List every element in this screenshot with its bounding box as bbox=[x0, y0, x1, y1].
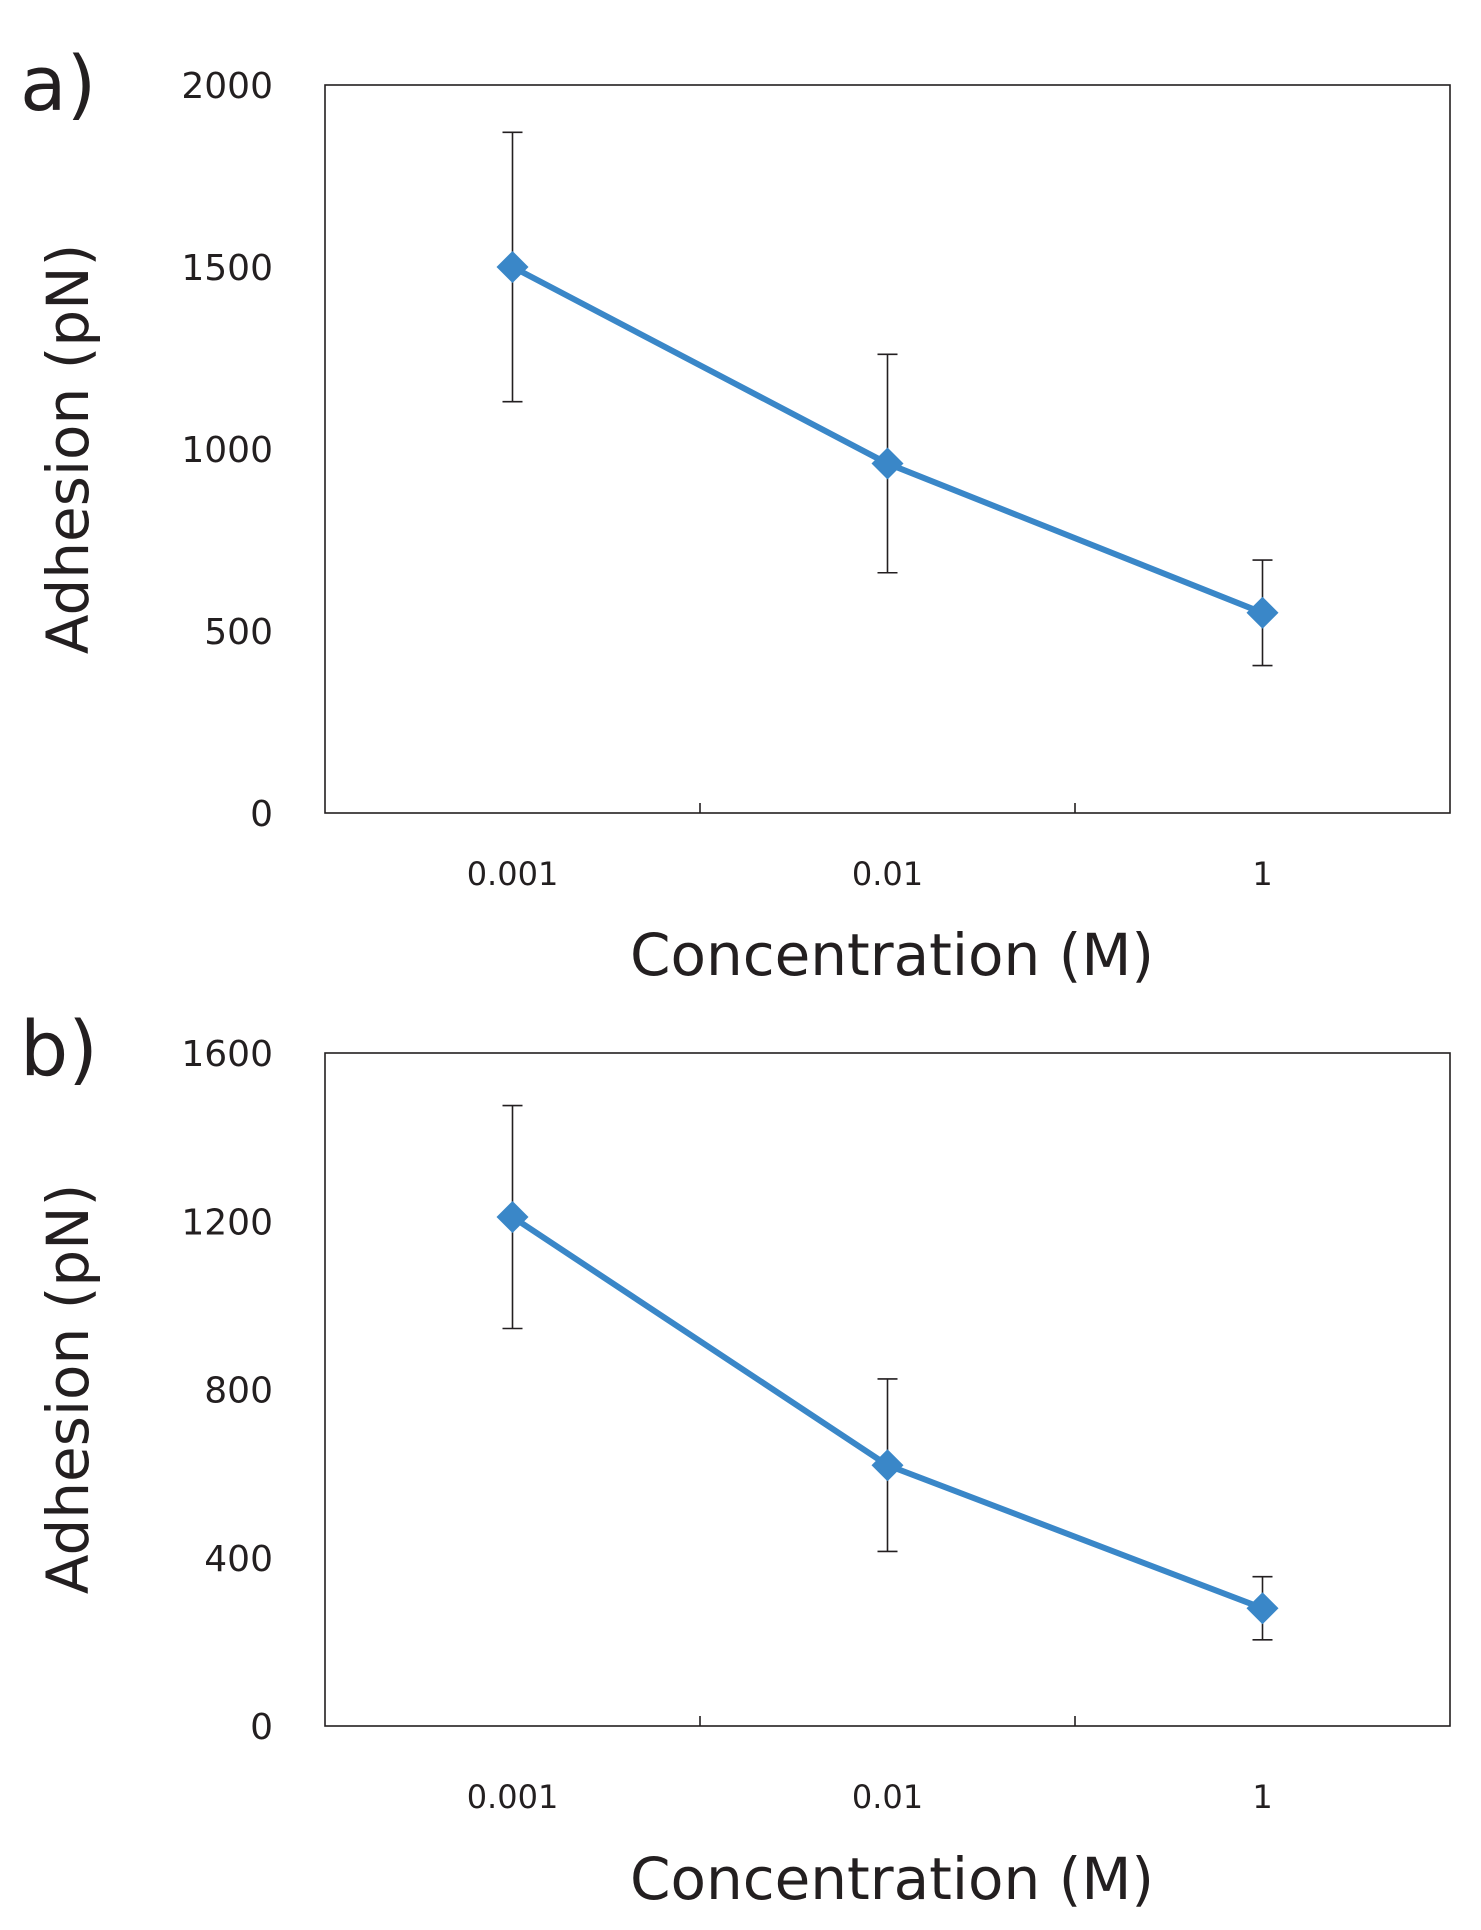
data-point bbox=[1246, 1592, 1279, 1625]
data-point bbox=[871, 447, 904, 480]
plot-frame-a bbox=[324, 84, 1451, 814]
x-tick-label: 1 bbox=[1252, 1778, 1272, 1816]
chart-panel-b: b) 0 400 800 1200 1600 0.001 0.01 1 Conc… bbox=[20, 1004, 1451, 1913]
y-tick-label: 1600 bbox=[181, 1034, 273, 1075]
x-tick-label: 0.01 bbox=[852, 1778, 923, 1816]
data-point bbox=[1246, 596, 1279, 629]
x-axis-title: Concentration (M) bbox=[630, 1845, 1154, 1913]
x-tick-label: 0.001 bbox=[467, 855, 559, 893]
x-axis-title: Concentration (M) bbox=[630, 921, 1154, 989]
y-tick-label: 1000 bbox=[181, 430, 273, 471]
y-axis-title: Adhesion (pN) bbox=[34, 244, 102, 654]
data-point bbox=[871, 1449, 904, 1482]
plot-frame-b bbox=[324, 1052, 1451, 1727]
y-tick-label: 0 bbox=[250, 794, 273, 835]
y-axis-title: Adhesion (pN) bbox=[34, 1184, 102, 1594]
y-tick-label: 1200 bbox=[181, 1202, 273, 1243]
y-tick-label: 2000 bbox=[181, 66, 273, 107]
x-tick-label: 0.001 bbox=[467, 1778, 559, 1816]
chart-panel-a: a) 0 500 1000 1500 2000 0.001 0.01 1 Con… bbox=[20, 39, 1451, 989]
x-tick-label: 0.01 bbox=[852, 855, 923, 893]
y-tick-label: 1500 bbox=[181, 248, 273, 289]
data-point bbox=[496, 1201, 529, 1234]
y-tick-label: 500 bbox=[204, 612, 273, 653]
y-tick-label: 800 bbox=[204, 1371, 273, 1412]
y-tick-label: 400 bbox=[204, 1539, 273, 1580]
data-point bbox=[496, 251, 529, 283]
y-tick-label: 0 bbox=[250, 1707, 273, 1748]
x-tick-label: 1 bbox=[1252, 855, 1272, 893]
panel-label-b: b) bbox=[20, 1004, 98, 1093]
panel-label-a: a) bbox=[20, 39, 96, 128]
